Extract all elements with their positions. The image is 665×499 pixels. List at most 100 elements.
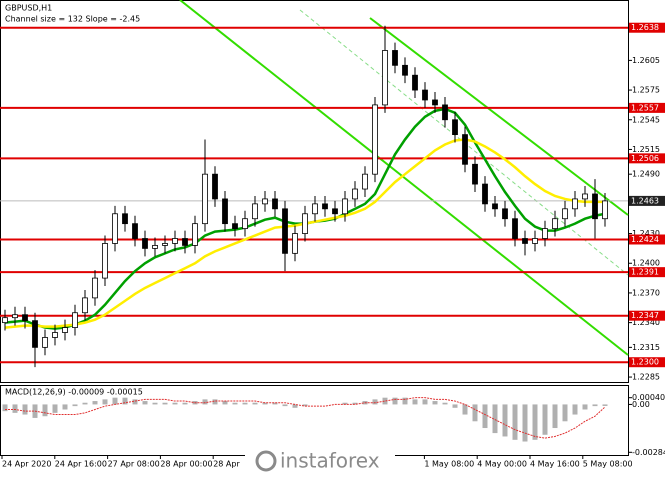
level-label-bg — [629, 234, 665, 245]
macd-bar — [462, 404, 468, 415]
candle-body — [122, 213, 128, 225]
macd-bar — [252, 402, 258, 405]
candle-body — [412, 74, 418, 91]
macd-signal — [5, 397, 606, 439]
level-label: 1.2424 — [631, 235, 659, 244]
macd-bar — [372, 399, 378, 405]
macd-bar — [142, 401, 148, 405]
y-tick-label: 1.2315 — [632, 343, 660, 352]
macd-bar — [262, 402, 268, 405]
candle-body — [52, 332, 58, 338]
candle-body — [182, 238, 188, 246]
y-tick-label: 1.2575 — [632, 86, 660, 95]
candle-body — [172, 238, 178, 244]
x-tick-label: 1 May 08:00 — [424, 460, 474, 469]
macd-bar — [602, 404, 608, 406]
macd-bar — [592, 404, 598, 407]
macd-bar — [412, 399, 418, 405]
candle-body — [582, 193, 588, 200]
x-tick-label: 28 Apr 00:00 — [160, 460, 212, 469]
candle-body — [322, 203, 328, 210]
macd-bar — [62, 404, 68, 410]
channel-line — [179, 0, 629, 356]
candle-body — [402, 64, 408, 76]
x-tick-label: 5 May 08:00 — [583, 460, 633, 469]
macd-bar — [582, 404, 588, 410]
x-tick-label: 24 Apr 2020 — [2, 460, 51, 469]
candle-body — [282, 208, 288, 254]
candle-body — [462, 134, 468, 165]
candle-body — [392, 50, 398, 66]
candle-body — [422, 89, 428, 101]
macd-bar — [552, 404, 558, 429]
candle-body — [542, 228, 548, 239]
candle-body — [92, 277, 98, 299]
plot — [2, 25, 608, 368]
macd-bar — [402, 397, 408, 405]
macd-bar — [392, 397, 398, 405]
macd-tick-label: 0.00040 — [632, 393, 665, 402]
candle-body — [332, 208, 338, 215]
x-tick-label: 4 May 00:00 — [477, 460, 527, 469]
candle-body — [242, 218, 248, 230]
candle-body — [522, 238, 528, 244]
candle-body — [22, 314, 28, 322]
y-tick-label: 1.2285 — [632, 373, 660, 382]
candle-body — [262, 198, 268, 205]
macd-bar — [132, 399, 138, 405]
candle-body — [512, 218, 518, 239]
macd-bar — [292, 404, 298, 408]
level-label-bg — [629, 310, 665, 321]
macd-bar — [172, 402, 178, 405]
main-frame — [0, 0, 629, 383]
price-label-bg — [629, 195, 665, 206]
level-label-bg — [629, 102, 665, 113]
candle-body — [152, 245, 158, 249]
candle-body — [492, 203, 498, 210]
macd-bar — [472, 404, 478, 422]
macd-bar — [22, 404, 28, 415]
macd-bar — [542, 404, 548, 435]
x-tick-label: 28 Apr — [213, 460, 240, 469]
macd-bar — [352, 402, 358, 405]
symbol: GBPUSD,H1 — [5, 4, 52, 13]
macd-bar — [422, 399, 428, 405]
macd-bar — [152, 402, 158, 405]
macd-bar — [2, 404, 8, 412]
macd-bar — [572, 404, 578, 415]
candle-body — [72, 312, 78, 328]
candle-body — [12, 314, 18, 319]
candle-body — [272, 198, 278, 210]
candle-body — [2, 317, 8, 324]
y-tick-label: 1.2430 — [632, 229, 660, 238]
macd-bar — [382, 397, 388, 405]
y-tick-label: 1.2370 — [632, 288, 660, 297]
macd-bar — [242, 402, 248, 405]
x-tick-label: 4 May 16:00 — [530, 460, 580, 469]
candle-body — [42, 337, 48, 348]
macd-bar — [492, 404, 498, 434]
candle-body — [132, 223, 138, 239]
candle-body — [432, 99, 438, 106]
candle-body — [472, 163, 478, 185]
macd-bar — [52, 404, 58, 413]
macd-bar — [222, 401, 228, 405]
macd-bar — [482, 404, 488, 429]
candle-body — [602, 200, 608, 220]
candle-body — [302, 213, 308, 234]
macd-bar — [512, 404, 518, 440]
level-label: 1.2638 — [631, 23, 659, 32]
macd-bar — [12, 404, 18, 413]
watermark-text: instaforex — [280, 449, 380, 473]
candle-body — [202, 173, 208, 225]
watermark: instaforex — [245, 446, 395, 476]
level-label: 1.2557 — [631, 103, 659, 112]
macd-bar — [92, 401, 98, 405]
candle-body — [552, 218, 558, 230]
y-tick-label: 1.2605 — [632, 56, 660, 65]
level-label: 1.2391 — [631, 268, 659, 277]
macd-bar — [562, 404, 568, 422]
y-tick-label: 1.2545 — [632, 115, 660, 124]
